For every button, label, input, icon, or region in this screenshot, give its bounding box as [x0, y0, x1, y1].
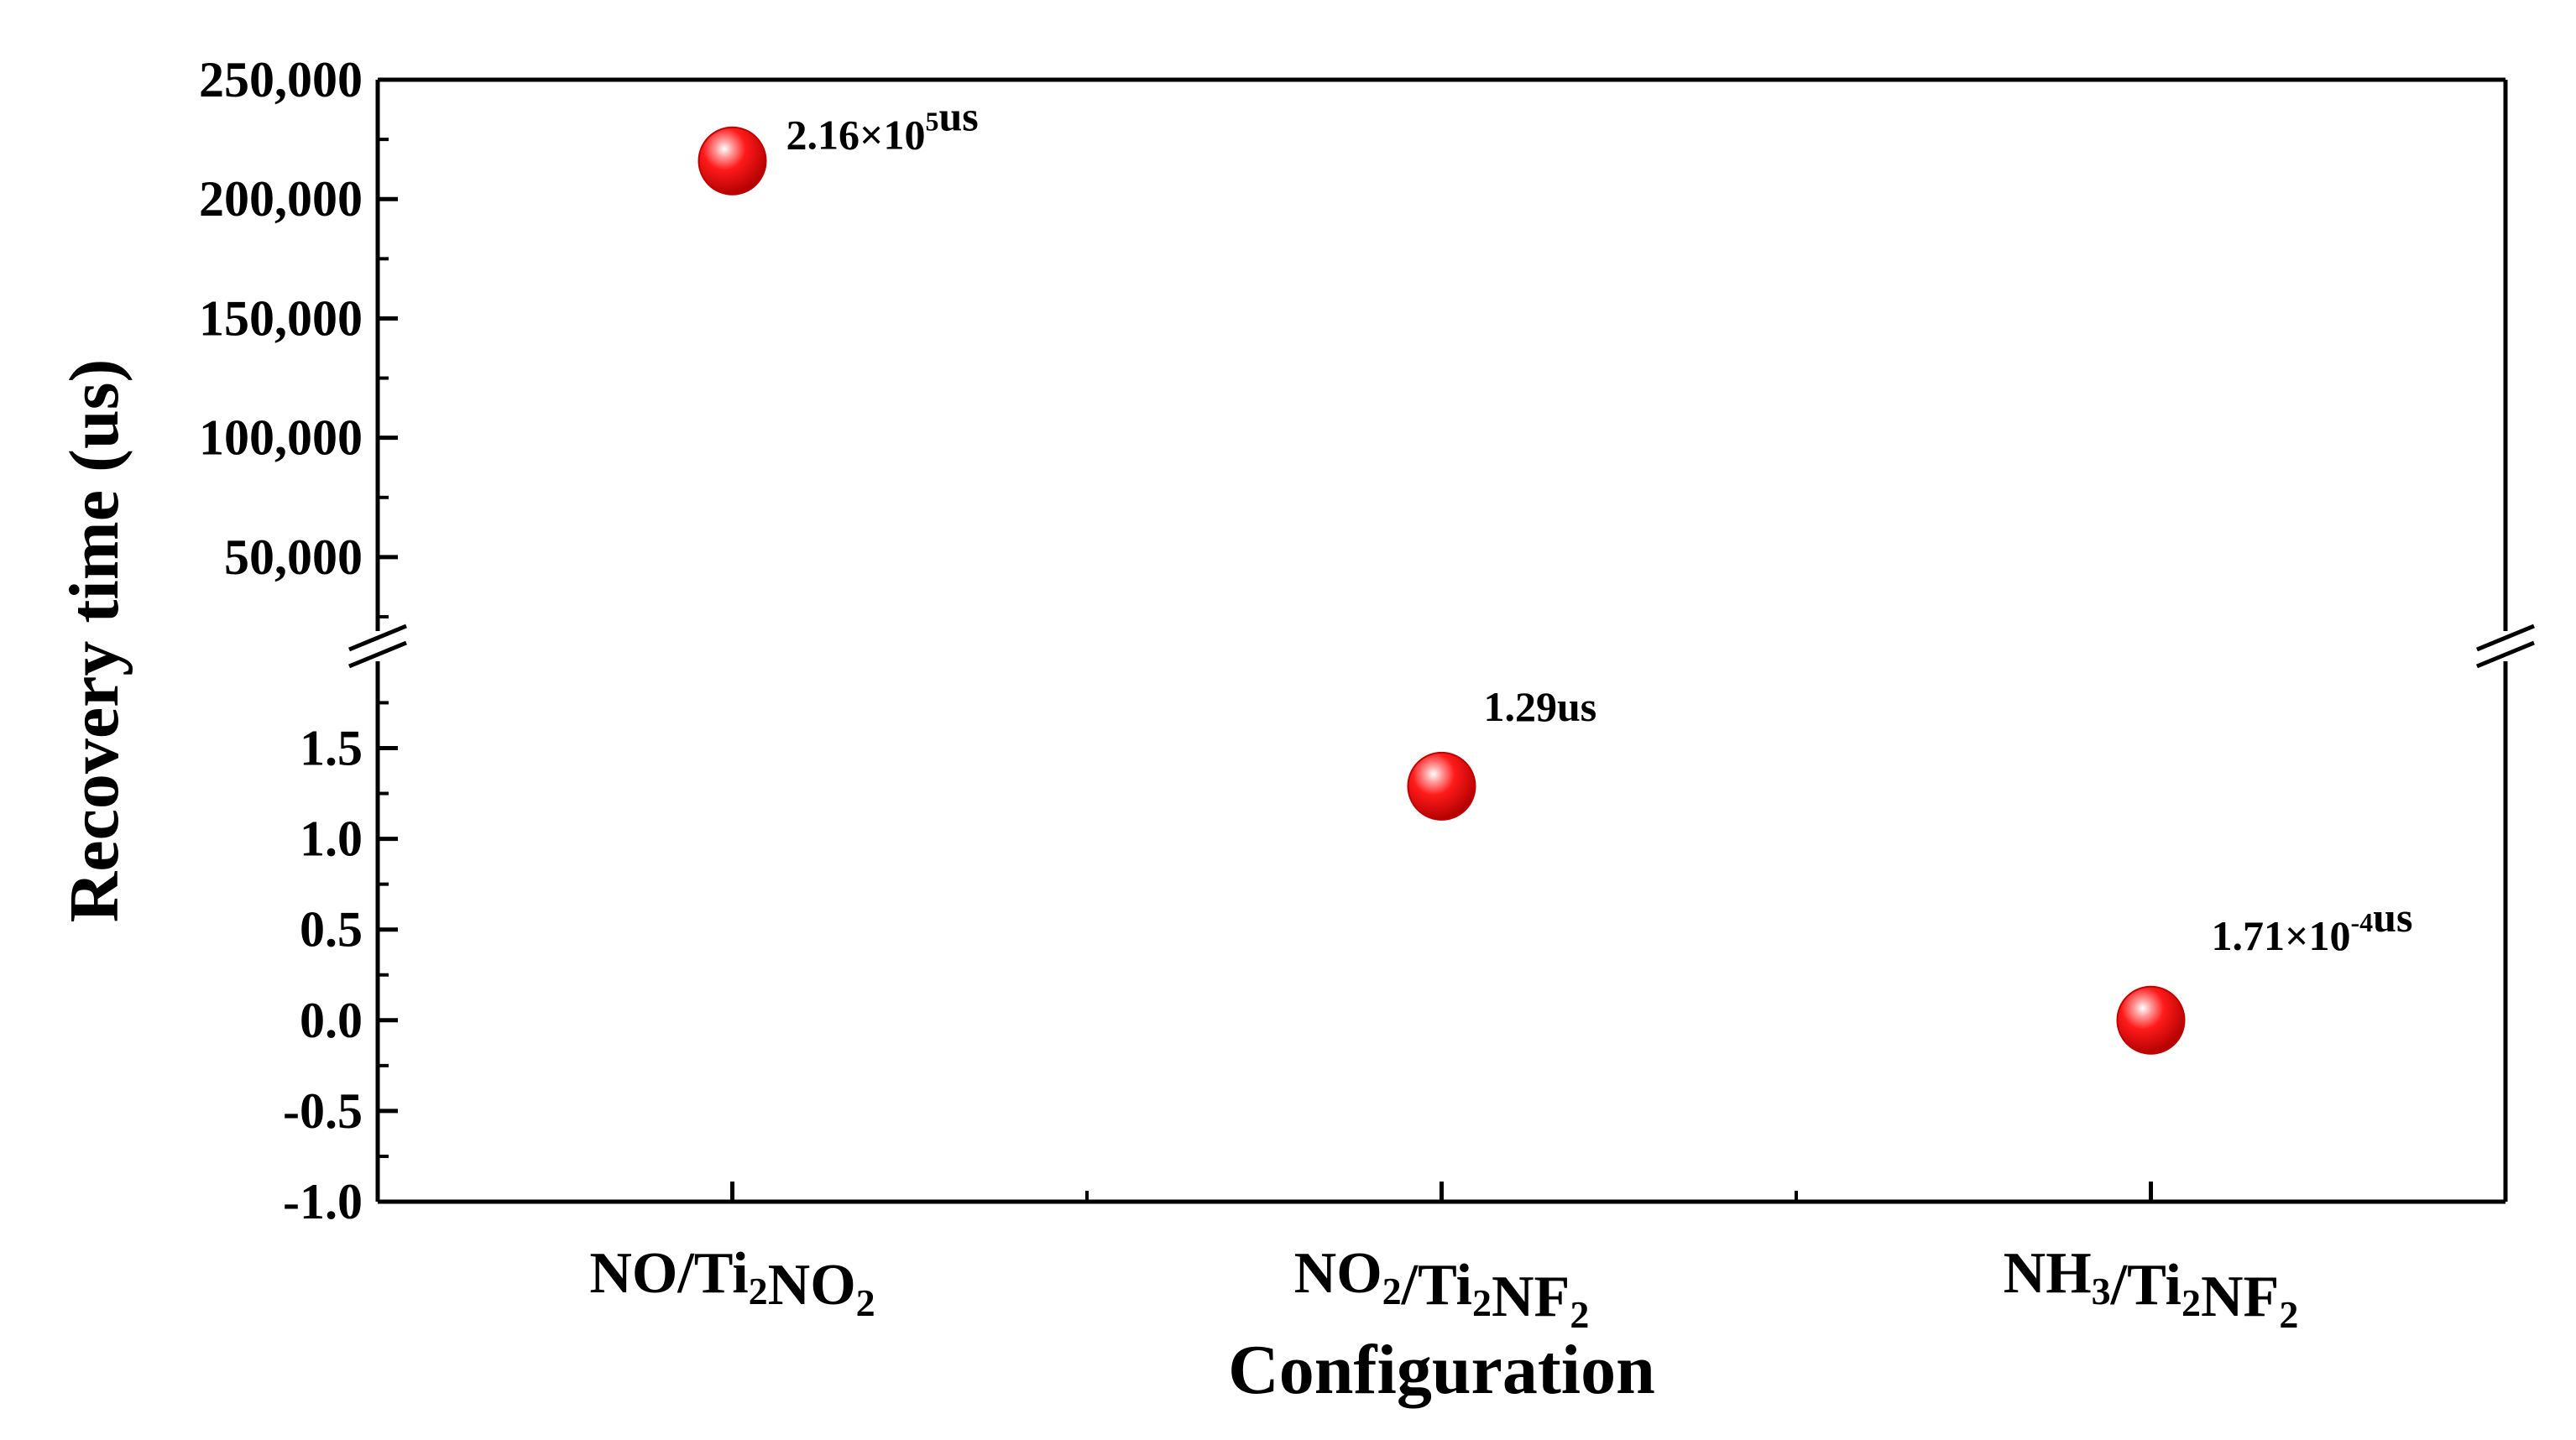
axis-break-mark — [348, 640, 407, 669]
y-tick-label: 150,000 — [199, 290, 363, 346]
data-point — [1407, 751, 1476, 821]
x-tick-label: NO/Ti2NO2 — [589, 1241, 875, 1324]
axis-break-mark — [2476, 640, 2535, 669]
axis-break-mark — [2476, 623, 2535, 652]
data-points — [698, 126, 2186, 1055]
x-axis-title: Configuration — [1228, 1331, 1655, 1409]
x-tick-label: NO2/Ti2NF2 — [1294, 1241, 1590, 1336]
y-tick-label: 1.0 — [300, 811, 363, 867]
y-tick-label: -1.0 — [283, 1174, 363, 1229]
data-label: 1.29us — [1484, 683, 1597, 730]
x-tick-label: NH3/Ti2NF2 — [2004, 1241, 2299, 1336]
data-point — [698, 126, 767, 196]
y-tick-label: 100,000 — [199, 410, 363, 466]
axes — [348, 77, 2535, 1204]
data-label: 2.16×105us — [786, 93, 979, 159]
y-tick-label: 200,000 — [199, 171, 363, 227]
y-tick-label: 0.0 — [300, 993, 363, 1048]
axis-break-mark — [348, 623, 407, 652]
ticks: 50,000 100,000 150,000 200,000 250,000 -1.0 -0… — [199, 52, 2153, 1229]
y-tick-label: 250,000 — [199, 52, 363, 107]
labels: NO/Ti2NO2 NO2/Ti2NF2 NH3/Ti2NF2 2.16×105us 1… — [589, 93, 2412, 1336]
y-tick-label: 50,000 — [224, 530, 363, 585]
y-axis-title: Recovery time (us) — [55, 359, 133, 923]
data-point — [2116, 985, 2186, 1055]
y-tick-label: 1.5 — [300, 720, 363, 775]
data-label: 1.71×10-4us — [2212, 894, 2413, 959]
y-tick-label: 0.5 — [300, 902, 363, 957]
y-tick-label: -0.5 — [283, 1083, 363, 1139]
